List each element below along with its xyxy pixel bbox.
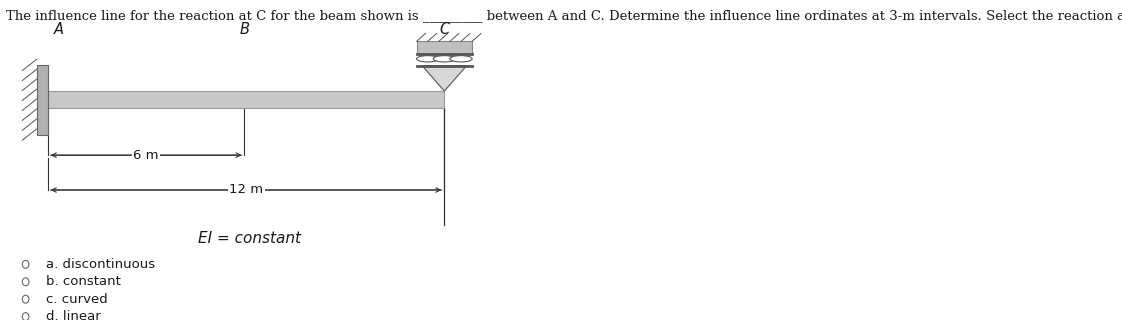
Text: B: B bbox=[239, 22, 249, 37]
Text: The influence line for the reaction at C for the beam shown is _________ between: The influence line for the reaction at C… bbox=[6, 10, 1122, 23]
Text: a. discontinuous: a. discontinuous bbox=[46, 258, 155, 271]
Bar bbox=[48, 91, 444, 109]
Text: b. constant: b. constant bbox=[46, 275, 120, 288]
Text: c. curved: c. curved bbox=[46, 293, 108, 306]
Ellipse shape bbox=[22, 295, 29, 303]
Bar bbox=[416, 41, 472, 54]
Text: A: A bbox=[54, 22, 63, 37]
Ellipse shape bbox=[22, 313, 29, 320]
Ellipse shape bbox=[22, 260, 29, 268]
Circle shape bbox=[433, 56, 456, 62]
Text: EI = constant: EI = constant bbox=[199, 231, 302, 246]
Text: 6 m: 6 m bbox=[134, 149, 159, 162]
Polygon shape bbox=[422, 66, 467, 91]
Bar bbox=[37, 65, 48, 135]
Text: C: C bbox=[439, 22, 450, 37]
Text: d. linear: d. linear bbox=[46, 310, 100, 323]
Circle shape bbox=[450, 56, 472, 62]
Circle shape bbox=[416, 56, 439, 62]
Ellipse shape bbox=[22, 278, 29, 286]
Text: 12 m: 12 m bbox=[229, 183, 264, 196]
